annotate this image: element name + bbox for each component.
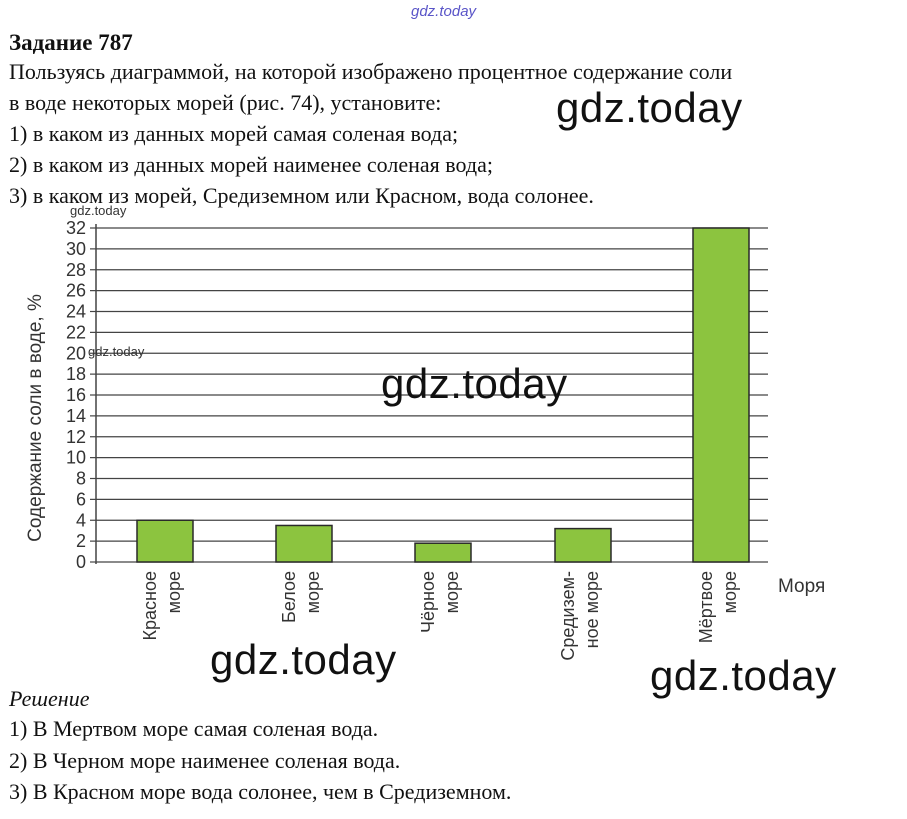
y-tick-label: 24 bbox=[66, 302, 86, 322]
y-tick-label: 28 bbox=[66, 260, 86, 280]
task-title: Задание 787 bbox=[9, 30, 133, 55]
x-category-label: море bbox=[303, 571, 323, 613]
bar bbox=[136, 519, 194, 563]
bar bbox=[275, 524, 333, 563]
watermark-small-2: gdz.today bbox=[88, 344, 145, 359]
solution-title: Решение bbox=[9, 686, 90, 711]
y-tick-label: 22 bbox=[66, 322, 86, 342]
x-category-label: море bbox=[720, 571, 740, 613]
y-tick-label: 8 bbox=[76, 469, 86, 489]
y-tick-label: 10 bbox=[66, 448, 86, 468]
task-line-1: Пользуясь диаграммой, на которой изображ… bbox=[9, 59, 733, 84]
bar bbox=[414, 542, 472, 563]
x-category-label: Белое bbox=[279, 571, 299, 623]
y-tick-label: 14 bbox=[66, 406, 86, 426]
solution-line-1: 1) В Мертвом море самая соленая вода. bbox=[9, 716, 379, 741]
y-tick-label: 18 bbox=[66, 364, 86, 384]
bar bbox=[692, 227, 750, 563]
watermark-top: gdz.today bbox=[411, 3, 477, 20]
task-line-4: 2) в каком из данных морей наименее соле… bbox=[9, 152, 493, 177]
y-tick-label: 26 bbox=[66, 281, 86, 301]
task-line-5: 3) в каком из морей, Средиземном или Кра… bbox=[9, 183, 594, 208]
watermark-big-2: gdz.today bbox=[381, 360, 568, 407]
x-category-label: Красное bbox=[140, 571, 160, 640]
solution-line-3: 3) В Красном море вода солонее, чем в Ср… bbox=[9, 779, 512, 804]
y-tick-label: 16 bbox=[66, 385, 86, 405]
y-tick-label: 32 bbox=[66, 218, 86, 238]
task-line-3: 1) в каком из данных морей самая соленая… bbox=[9, 121, 459, 146]
y-tick-label: 4 bbox=[76, 510, 86, 530]
y-tick-label: 12 bbox=[66, 427, 86, 447]
y-axis-label: Содержание соли в воде, % bbox=[25, 294, 46, 542]
y-tick-label: 2 bbox=[76, 531, 86, 551]
x-axis-label: Моря bbox=[778, 576, 825, 597]
task-line-2: в воде некоторых морей (рис. 74), устано… bbox=[9, 90, 442, 115]
watermark-big-3: gdz.today bbox=[210, 636, 397, 683]
x-category-label: море bbox=[164, 571, 184, 613]
y-tick-label: 0 bbox=[76, 552, 86, 572]
bar bbox=[554, 527, 612, 563]
x-category-label: Средизем- bbox=[558, 571, 578, 661]
y-tick-label: 20 bbox=[66, 343, 86, 363]
y-tick-label: 6 bbox=[76, 489, 86, 509]
watermark-big-4: gdz.today bbox=[650, 652, 837, 699]
x-category-label: море bbox=[442, 571, 462, 613]
x-category-label: Мёртвое bbox=[696, 571, 716, 643]
x-category-label: Чёрное bbox=[418, 571, 438, 633]
y-tick-label: 30 bbox=[66, 239, 86, 259]
x-category-label: ное море bbox=[582, 571, 602, 648]
watermark-small-1: gdz.today bbox=[70, 203, 127, 218]
solution-line-2: 2) В Черном море наименее соленая вода. bbox=[9, 748, 401, 773]
watermark-big-1: gdz.today bbox=[556, 84, 743, 131]
